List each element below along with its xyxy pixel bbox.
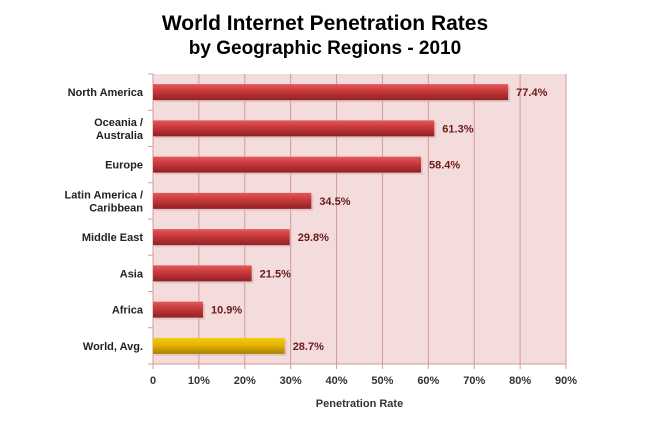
y-tick-label: Africa bbox=[112, 305, 144, 317]
bar bbox=[153, 301, 204, 318]
y-tick-label: Oceania / Australia bbox=[94, 117, 144, 142]
data-label: 21.5% bbox=[260, 268, 291, 280]
bar bbox=[153, 156, 421, 173]
x-tick-label: 30% bbox=[280, 375, 302, 387]
bar bbox=[153, 192, 312, 209]
data-label: 61.3% bbox=[442, 123, 473, 135]
data-label: 28.7% bbox=[293, 341, 324, 353]
y-tick-label: Asia bbox=[120, 268, 144, 280]
bar bbox=[153, 229, 290, 246]
data-label: 10.9% bbox=[211, 305, 242, 317]
x-tick-label: 60% bbox=[417, 375, 439, 387]
x-tick-label: 80% bbox=[509, 375, 531, 387]
bar bbox=[153, 337, 285, 354]
x-axis-label: Penetration Rate bbox=[315, 398, 404, 410]
y-tick-label: Europe bbox=[105, 160, 143, 172]
data-label: 34.5% bbox=[319, 196, 350, 208]
y-tick-label: Middle East bbox=[82, 232, 143, 244]
plot-area bbox=[153, 74, 566, 364]
x-tick-label: 10% bbox=[188, 375, 210, 387]
x-tick-label: 50% bbox=[371, 375, 393, 387]
y-tick-label: Latin America / Caribbean bbox=[65, 189, 144, 214]
y-tick-label: World, Avg. bbox=[83, 341, 143, 353]
x-tick-label: 20% bbox=[234, 375, 256, 387]
bar bbox=[153, 265, 252, 282]
data-label: 77.4% bbox=[516, 87, 547, 99]
y-tick-label: North America bbox=[68, 87, 144, 99]
x-tick-label: 40% bbox=[326, 375, 348, 387]
bar bbox=[153, 84, 509, 101]
data-label: 58.4% bbox=[429, 160, 460, 172]
data-label: 29.8% bbox=[298, 232, 329, 244]
bar bbox=[153, 120, 435, 137]
x-tick-label: 90% bbox=[555, 375, 577, 387]
chart-subtitle: by Geographic Regions - 2010 bbox=[188, 38, 462, 59]
chart-title: World Internet Penetration Rates bbox=[161, 12, 489, 35]
x-tick-label: 0 bbox=[150, 375, 156, 387]
x-tick-label: 70% bbox=[463, 375, 485, 387]
